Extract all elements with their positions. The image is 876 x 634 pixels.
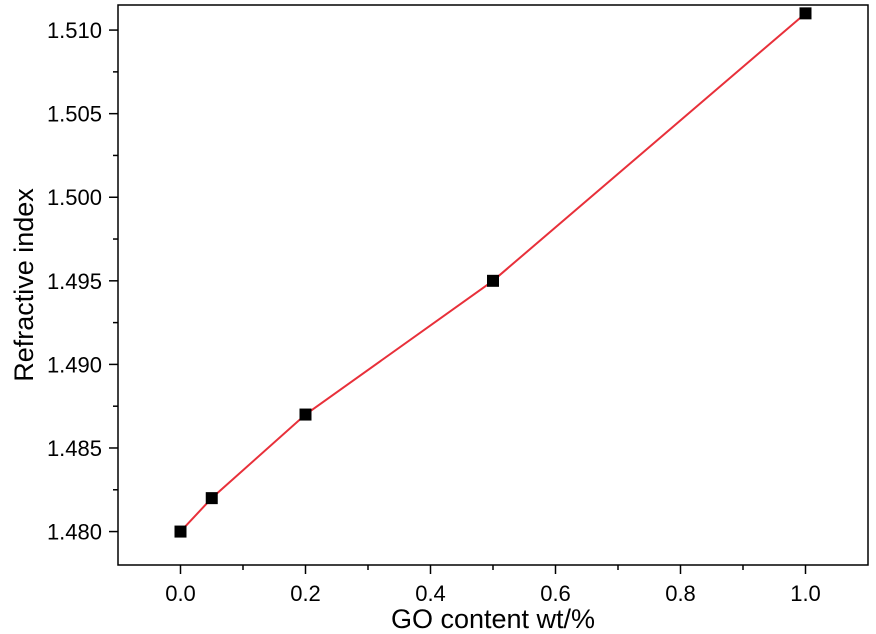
y-tick-label: 1.485: [47, 436, 102, 461]
data-point-marker: [205, 492, 218, 505]
y-axis-title: Refractive index: [9, 188, 39, 382]
x-axis-title: GO content wt/%: [391, 604, 595, 634]
y-tick-label: 1.480: [47, 520, 102, 545]
data-point-marker: [799, 7, 812, 20]
y-tick-label: 1.505: [47, 102, 102, 127]
x-tick-label: 0.4: [415, 581, 446, 606]
data-point-marker: [299, 408, 312, 421]
axis-ticks: [109, 29, 807, 574]
x-tick-label: 0.2: [290, 581, 321, 606]
y-tick-label: 1.490: [47, 352, 102, 377]
series-line: [179, 12, 807, 533]
x-axis-tick-labels: 0.0 0.2 0.4 0.6 0.8 1.0: [165, 581, 821, 606]
y-tick-label: 1.495: [47, 269, 102, 294]
data-point-marker: [487, 274, 499, 287]
y-tick-label: 1.500: [47, 185, 102, 210]
x-tick-label: 0.0: [165, 581, 196, 606]
data-point-marker: [174, 525, 187, 538]
x-tick-label: 0.6: [540, 581, 571, 606]
y-axis-tick-labels: 1.480 1.485 1.490 1.495 1.500 1.505 1.510: [47, 18, 102, 544]
y-tick-label: 1.510: [47, 18, 102, 43]
x-tick-label: 1.0: [790, 581, 821, 606]
series-layer: [174, 7, 812, 538]
x-tick-label: 0.8: [665, 581, 696, 606]
